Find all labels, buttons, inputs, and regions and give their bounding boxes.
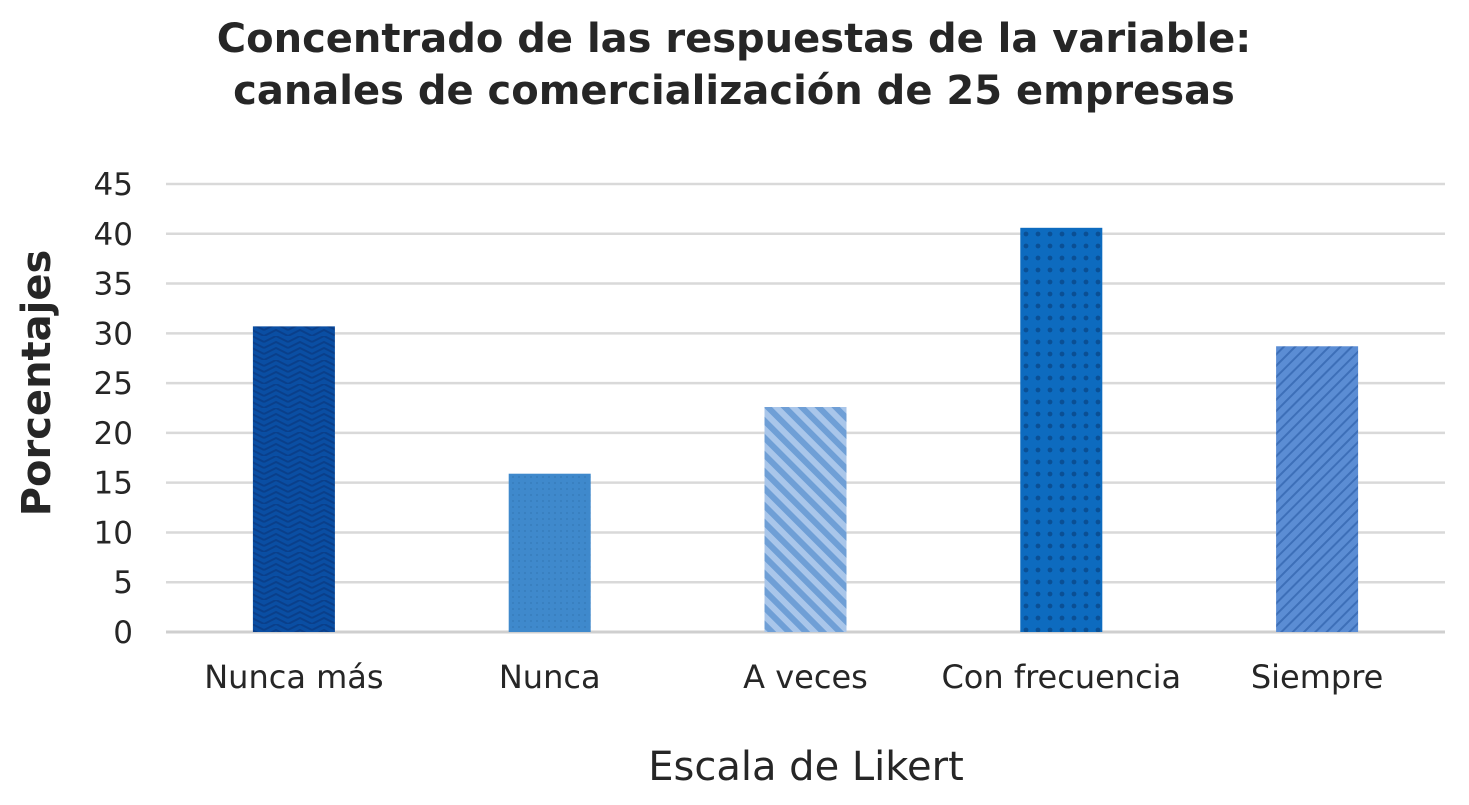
y-tick-label: 30 <box>94 316 133 352</box>
chart-title-line-1: Concentrado de las respuestas de la vari… <box>217 16 1251 62</box>
chart-title-line-2: canales de comercialización de 25 empres… <box>233 68 1235 114</box>
x-axis-category-labels: Nunca más Nunca A veces Con frecuencia Siemp… <box>204 658 1383 696</box>
y-axis-tick-labels: 0 5 10 15 20 25 30 35 40 45 <box>94 167 133 651</box>
x-tick-label: A veces <box>743 658 868 696</box>
y-tick-label: 5 <box>113 565 133 601</box>
chart-title: Concentrado de las respuestas de la vari… <box>217 16 1251 114</box>
x-tick-label: Nunca más <box>204 658 383 696</box>
y-tick-label: 45 <box>94 167 133 203</box>
y-tick-label: 20 <box>94 416 133 452</box>
y-tick-label: 0 <box>113 615 133 651</box>
x-axis-title: Escala de Likert <box>648 744 964 790</box>
bar-a-veces <box>764 407 847 632</box>
y-tick-label: 40 <box>94 217 133 253</box>
y-axis-title: Porcentajes <box>14 250 60 517</box>
bars <box>252 227 1359 632</box>
bar-siempre <box>1276 346 1359 632</box>
x-tick-label: Con frecuencia <box>941 658 1181 696</box>
y-tick-label: 35 <box>94 267 133 303</box>
bar-nunca-más <box>252 326 335 632</box>
y-tick-label: 10 <box>94 515 133 551</box>
y-tick-label: 15 <box>94 466 133 502</box>
y-tick-label: 25 <box>94 366 133 402</box>
bar-nunca <box>508 473 591 632</box>
bar-con-frecuencia <box>1020 227 1103 632</box>
x-tick-label: Nunca <box>499 658 601 696</box>
x-tick-label: Siempre <box>1251 658 1384 696</box>
